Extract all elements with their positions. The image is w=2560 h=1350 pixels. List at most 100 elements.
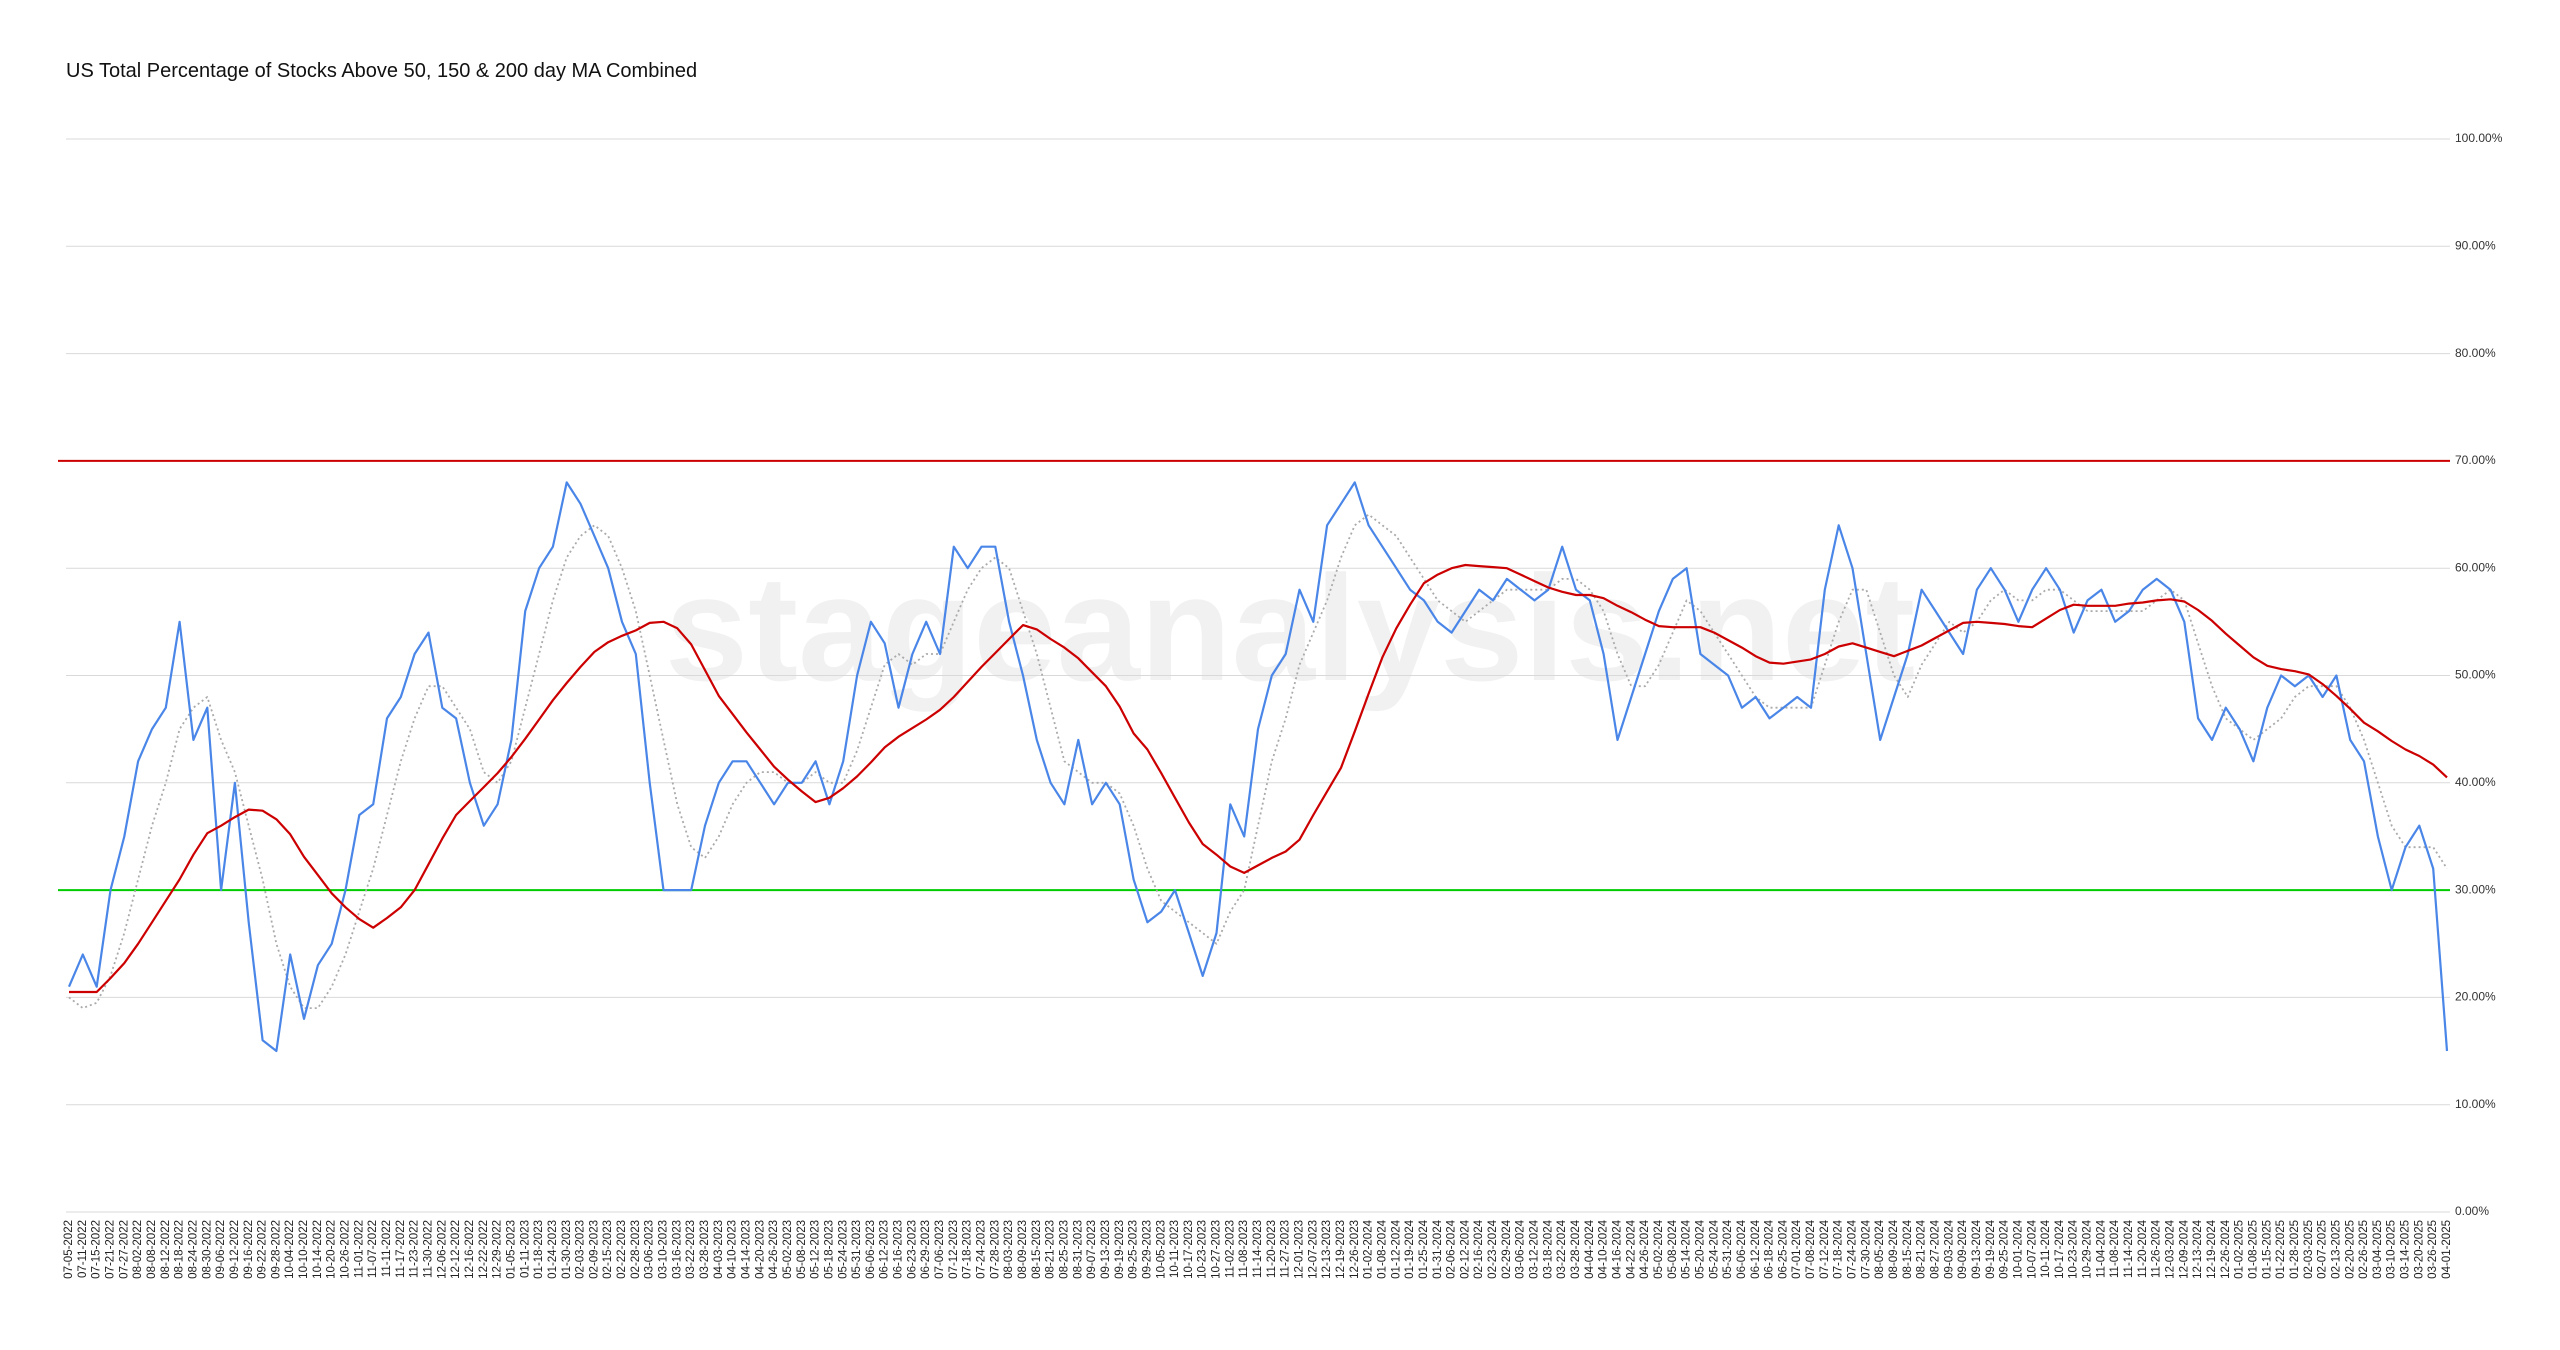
y-tick-label: 80.00% [2455,346,2496,360]
x-tick-label: 08-21-2023 [1045,1220,1057,1279]
x-tick-label: 12-26-2024 [2220,1219,2232,1278]
y-tick-label: 90.00% [2455,238,2496,252]
series-line [67,481,2449,1053]
x-tick-label: 08-05-2024 [1874,1219,1886,1278]
x-tick-label: 06-25-2024 [1777,1219,1789,1278]
x-tick-label: 11-07-2022 [367,1220,379,1278]
x-tick-label: 11-23-2022 [409,1220,421,1278]
x-tick-label: 09-06-2022 [215,1220,227,1279]
x-tick-label: 09-12-2022 [229,1220,241,1279]
x-tick-label: 07-21-2022 [105,1220,117,1279]
x-tick-label: 01-22-2025 [2275,1220,2287,1279]
x-tick-label: 04-01-2025 [2441,1220,2453,1279]
x-tick-label: 07-18-2023 [962,1220,974,1279]
x-tick-label: 02-03-2023 [575,1220,587,1279]
y-tick-label: 100.00% [2455,131,2503,145]
x-tick-label: 12-07-2023 [1307,1220,1319,1279]
x-tick-label: 08-09-2024 [1888,1219,1900,1278]
x-tick-label: 09-29-2023 [1141,1220,1153,1279]
x-tick-label: 08-21-2024 [1916,1219,1928,1278]
x-tick-label: 11-11-2022 [381,1220,393,1277]
x-tick-label: 10-23-2023 [1197,1220,1209,1279]
x-tick-label: 11-14-2024 [2123,1219,2135,1278]
x-tick-label: 01-19-2024 [1404,1219,1416,1278]
x-tick-label: 07-01-2024 [1791,1219,1803,1278]
x-tick-label: 05-24-2023 [837,1220,849,1279]
x-tick-label: 10-20-2022 [326,1220,338,1279]
x-tick-label: 02-26-2025 [2358,1220,2370,1279]
x-tick-label: 02-12-2024 [1459,1219,1471,1278]
x-tick-label: 02-09-2023 [588,1220,600,1279]
x-tick-label: 05-12-2023 [810,1220,822,1279]
x-tick-label: 10-17-2024 [2054,1219,2066,1278]
x-tick-label: 06-12-2024 [1750,1219,1762,1278]
x-tick-label: 02-15-2023 [602,1220,614,1279]
x-tick-label: 02-06-2024 [1446,1219,1458,1278]
x-tick-label: 12-26-2023 [1349,1220,1361,1279]
x-tick-label: 07-24-2024 [1847,1219,1859,1278]
x-tick-label: 12-22-2022 [478,1220,490,1279]
x-tick-label: 07-30-2024 [1860,1219,1872,1278]
x-tick-label: 08-30-2022 [201,1220,213,1279]
x-tick-label: 02-13-2025 [2330,1220,2342,1279]
x-tick-label: 03-14-2025 [2400,1220,2412,1279]
y-tick-label: 60.00% [2455,560,2496,574]
x-tick-label: 08-18-2022 [174,1220,186,1279]
x-tick-label: 07-28-2023 [989,1220,1001,1279]
chart-title: US Total Percentage of Stocks Above 50, … [66,60,697,82]
x-tick-label: 02-03-2025 [2303,1220,2315,1279]
x-tick-label: 12-13-2023 [1321,1220,1333,1279]
x-tick-label: 12-19-2024 [2206,1219,2218,1278]
x-tick-label: 12-13-2024 [2192,1219,2204,1278]
x-tick-label: 10-26-2022 [340,1220,352,1279]
x-tick-label: 04-04-2024 [1584,1219,1596,1278]
x-tick-label: 01-18-2023 [533,1220,545,1279]
x-tick-label: 02-16-2024 [1473,1219,1485,1278]
x-tick-label: 05-31-2024 [1722,1219,1734,1278]
x-tick-label: 12-09-2024 [2178,1219,2190,1278]
x-tick-label: 11-20-2024 [2137,1219,2149,1278]
x-tick-label: 08-03-2023 [1003,1220,1015,1279]
x-tick-label: 12-19-2023 [1335,1220,1347,1279]
x-tick-label: 10-07-2024 [2026,1219,2038,1278]
x-tick-label: 11-26-2024 [2151,1219,2163,1278]
x-tick-label: 11-17-2022 [395,1220,407,1278]
x-tick-label: 12-03-2024 [2165,1219,2177,1278]
x-tick-label: 10-01-2024 [2012,1219,2024,1278]
x-tick-label: 05-08-2023 [796,1220,808,1279]
x-tick-label: 09-07-2023 [1086,1220,1098,1279]
x-tick-label: 09-13-2023 [1100,1220,1112,1279]
x-tick-label: 07-11-2022 [77,1220,89,1278]
x-tick-label: 07-05-2022 [63,1220,75,1279]
x-tick-label: 01-24-2023 [547,1220,559,1279]
x-tick-label: 05-02-2023 [782,1220,794,1279]
x-tick-label: 04-26-2024 [1639,1219,1651,1278]
x-tick-label: 06-12-2023 [879,1220,891,1279]
x-tick-label: 06-16-2023 [893,1220,905,1279]
x-tick-label: 09-19-2024 [1985,1219,1997,1278]
x-tick-label: 04-22-2024 [1625,1219,1637,1278]
x-tick-label: 09-25-2024 [1999,1219,2011,1278]
x-tick-label: 03-06-2023 [644,1220,656,1279]
y-tick-label: 10.00% [2455,1097,2496,1111]
x-tick-label: 03-16-2023 [671,1220,683,1279]
x-tick-label: 03-26-2025 [2427,1220,2439,1279]
x-tick-label: 01-28-2025 [2289,1220,2301,1279]
x-tick-label: 03-28-2023 [699,1220,711,1279]
watermark: stageanalysis.net [665,544,1916,712]
x-tick-label: 10-04-2022 [284,1220,296,1279]
x-tick-label: 08-15-2023 [1031,1220,1043,1279]
x-tick-label: 03-28-2024 [1570,1219,1582,1278]
y-tick-label: 30.00% [2455,882,2496,896]
x-tick-label: 10-23-2024 [2068,1219,2080,1278]
x-tick-label: 05-18-2023 [823,1220,835,1279]
x-tick-label: 11-08-2023 [1238,1220,1250,1278]
x-tick-label: 01-02-2024 [1363,1219,1375,1278]
x-tick-label: 07-24-2023 [976,1220,988,1279]
x-tick-label: 03-22-2024 [1556,1219,1568,1278]
x-tick-label: 08-24-2022 [187,1220,199,1279]
x-tick-label: 10-17-2023 [1183,1220,1195,1279]
x-tick-label: 05-20-2024 [1694,1219,1706,1278]
